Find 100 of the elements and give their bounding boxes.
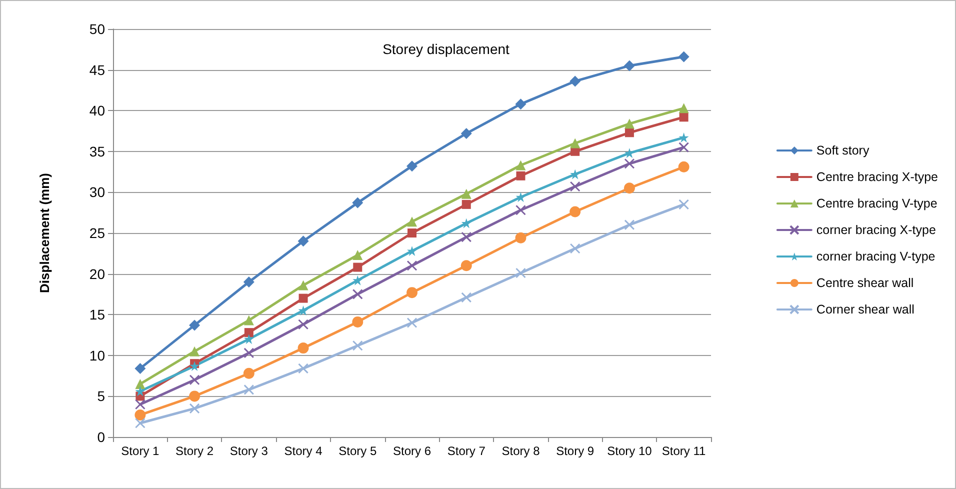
point <box>461 218 472 228</box>
point <box>678 51 690 62</box>
point <box>244 315 254 326</box>
point <box>352 316 364 328</box>
point <box>516 171 526 180</box>
point <box>135 386 146 396</box>
point <box>244 334 254 344</box>
point <box>190 361 200 372</box>
point <box>515 268 526 278</box>
legend-label: Corner shear wall <box>816 302 914 316</box>
legend-label: corner bracing V-type <box>816 250 936 264</box>
x-tick-label: Story 9 <box>556 444 594 458</box>
point <box>624 128 634 138</box>
point <box>406 260 418 271</box>
point <box>570 206 581 218</box>
x-tick-label: Story 4 <box>284 444 323 458</box>
y-tick-label: 40 <box>89 102 106 119</box>
y-tick-label: 45 <box>89 62 106 78</box>
point <box>678 199 690 210</box>
y-tick-label: 30 <box>89 184 106 200</box>
point <box>190 346 200 356</box>
point <box>515 204 526 216</box>
point <box>352 275 363 286</box>
point <box>244 328 254 338</box>
point <box>408 228 416 238</box>
x-tick-label: Story 11 <box>662 444 706 458</box>
point <box>406 318 418 328</box>
point <box>352 250 363 260</box>
y-tick-label: 5 <box>97 388 106 404</box>
point <box>189 320 200 331</box>
point <box>134 399 146 410</box>
point <box>679 112 688 122</box>
point <box>189 403 200 414</box>
x-tick-label: Story 2 <box>176 444 214 458</box>
point <box>516 192 526 202</box>
point <box>244 348 254 358</box>
point <box>624 118 634 129</box>
point <box>298 236 309 247</box>
point <box>624 60 635 72</box>
point <box>406 160 418 172</box>
y-tick-label: 0 <box>97 429 106 445</box>
y-tick-label: 15 <box>89 306 106 323</box>
point <box>515 232 526 244</box>
y-axis-title: Displacement (mm) <box>37 173 52 293</box>
point <box>353 262 362 272</box>
x-tick-label: Story 5 <box>338 444 377 458</box>
text: Storey displacement <box>382 41 510 57</box>
point <box>298 342 309 354</box>
point <box>189 390 200 402</box>
point <box>135 378 146 389</box>
point <box>624 220 635 230</box>
point <box>624 158 635 169</box>
point <box>460 128 472 139</box>
point <box>298 280 308 290</box>
x-tick-label: Story 1 <box>121 444 160 458</box>
y-tick-label: 20 <box>89 266 106 282</box>
point <box>352 197 364 208</box>
legend-label: corner bracing X-type <box>816 223 936 237</box>
point <box>678 142 690 153</box>
point <box>570 138 580 148</box>
y-tick-label: 35 <box>89 143 106 160</box>
point <box>407 246 417 256</box>
point <box>624 148 634 158</box>
x-tick-label: Story 3 <box>230 444 268 458</box>
y-tick-label: 25 <box>89 225 106 241</box>
point <box>243 276 254 288</box>
x-tick-label: Story 6 <box>392 444 432 458</box>
y-tick-label: 10 <box>89 347 106 364</box>
point <box>134 409 146 420</box>
point <box>678 132 689 143</box>
point <box>406 287 418 298</box>
point <box>298 294 308 303</box>
point <box>461 292 472 303</box>
x-tick-label: Story 10 <box>607 444 652 458</box>
legend-label: Centre bracing V-type <box>816 196 938 210</box>
point <box>516 160 526 170</box>
point <box>515 98 526 110</box>
point <box>298 306 308 316</box>
point <box>678 103 689 114</box>
point <box>352 288 363 300</box>
point <box>461 188 472 199</box>
point <box>244 384 254 395</box>
legend-label: Soft story <box>816 144 870 158</box>
point <box>624 182 635 194</box>
point <box>462 200 471 209</box>
point <box>678 161 690 172</box>
point <box>189 374 200 386</box>
point <box>243 368 254 379</box>
legend-label: Centre shear wall <box>816 276 914 290</box>
point <box>352 340 363 351</box>
point <box>407 216 417 227</box>
point <box>461 232 472 242</box>
y-tick-label: 50 <box>89 21 106 37</box>
x-tick-label: Story 7 <box>447 444 486 458</box>
point <box>298 363 309 374</box>
point <box>460 260 472 272</box>
point <box>298 319 309 330</box>
x-tick-label: Story 8 <box>502 444 540 458</box>
point <box>134 418 146 428</box>
point <box>570 76 581 87</box>
